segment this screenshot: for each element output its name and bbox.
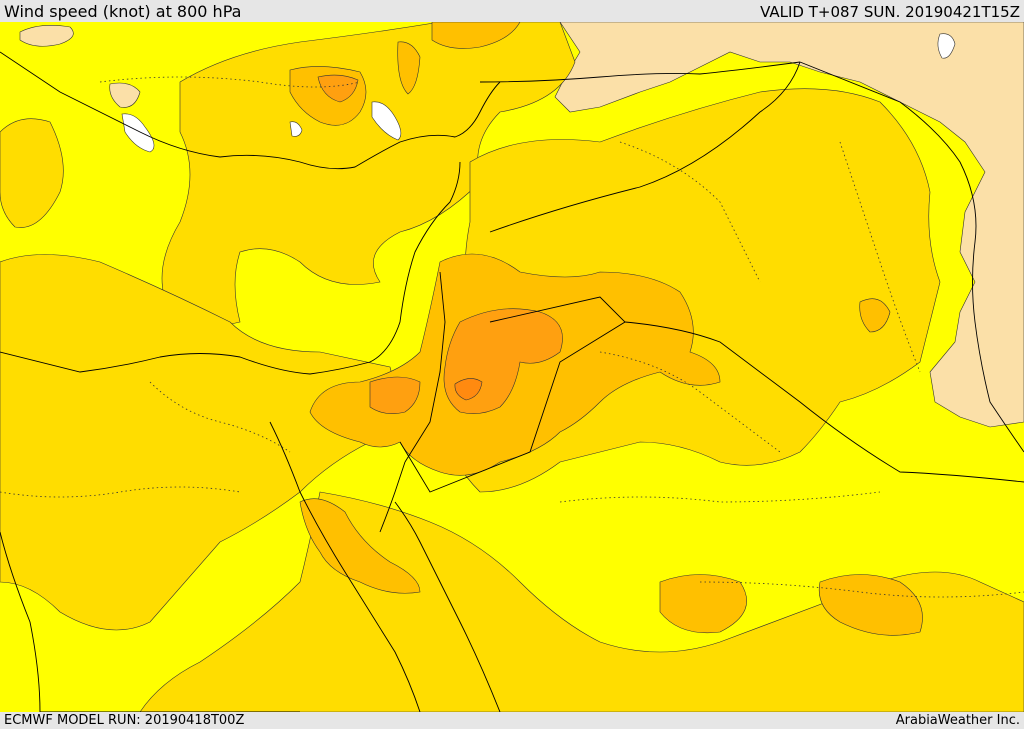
model-run: ECMWF MODEL RUN: 20190418T00Z xyxy=(4,713,245,728)
national-borders xyxy=(0,61,1024,712)
border-israel-jordan xyxy=(404,271,446,463)
admin-line-7 xyxy=(0,486,241,498)
header-bar: Wind speed (knot) at 800 hPa VALID T+087… xyxy=(0,0,1024,22)
border-jordan-saudi xyxy=(399,296,626,493)
lake-4 xyxy=(937,33,956,59)
map-title: Wind speed (knot) at 800 hPa xyxy=(4,2,242,21)
admin-line-6 xyxy=(839,141,921,373)
band-mid-west xyxy=(0,118,64,228)
wind-speed-map[interactable] xyxy=(0,22,1024,712)
admin-line-1 xyxy=(99,76,361,88)
admin-line-3 xyxy=(599,351,781,453)
band-higher-north xyxy=(317,74,359,103)
band-high-south-1 xyxy=(659,574,747,634)
lake-2 xyxy=(371,101,402,141)
band-lowest-nw-1 xyxy=(19,25,74,47)
coastline-mediterranean xyxy=(0,161,461,375)
coastlines xyxy=(0,51,501,712)
admin-line-2 xyxy=(149,381,291,453)
valid-time: VALID T+087 SUN. 20190421T15Z xyxy=(760,3,1020,21)
band-high-east-blob xyxy=(859,298,891,333)
lake-1 xyxy=(121,113,155,153)
band-high-south-2 xyxy=(818,574,923,636)
admin-line-4 xyxy=(619,141,761,283)
credit-text: ArabiaWeather Inc. xyxy=(895,713,1020,728)
border-iran-iraq xyxy=(799,61,1024,453)
lake-3 xyxy=(289,121,303,137)
border-syria-iraq xyxy=(489,61,801,233)
band-higher-west xyxy=(369,376,421,414)
band-high-north-2 xyxy=(397,41,421,95)
band-high-northeast xyxy=(431,22,521,49)
band-lowest-nw-2 xyxy=(109,82,141,108)
band-lowest-northeast xyxy=(554,22,1024,428)
band-highest-core xyxy=(454,378,483,401)
coastline-redsea-east xyxy=(394,501,501,712)
coastline-redsea-west xyxy=(269,421,421,712)
band-high-redsea xyxy=(299,498,421,594)
admin-line-5 xyxy=(559,491,881,503)
border-egypt-libya xyxy=(0,531,41,712)
border-turkey-syria xyxy=(479,61,801,83)
map-svg xyxy=(0,22,1024,712)
border-saudi-iraq xyxy=(624,321,1024,483)
footer-bar: ECMWF MODEL RUN: 20190418T00Z ArabiaWeat… xyxy=(0,712,1024,729)
admin-boundaries xyxy=(0,76,1024,598)
coastline-turkey xyxy=(0,51,501,170)
coastline-gulf-aqaba xyxy=(379,461,406,533)
